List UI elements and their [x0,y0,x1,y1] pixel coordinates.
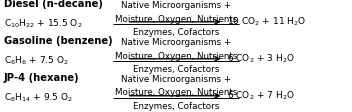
Text: C$_{8}$H$_{14}$ + 9.5 O$_{2}$: C$_{8}$H$_{14}$ + 9.5 O$_{2}$ [4,91,72,104]
Text: Gasoline (benzene): Gasoline (benzene) [4,36,112,46]
Text: 6 CO$_{2}$ + 3 H$_{2}$O: 6 CO$_{2}$ + 3 H$_{2}$O [227,53,295,65]
Text: Moisture, Oxygen, Nutrients: Moisture, Oxygen, Nutrients [115,52,237,60]
Text: Moisture, Oxygen, Nutrients: Moisture, Oxygen, Nutrients [115,88,237,97]
Text: Native Microorganisms +: Native Microorganisms + [121,38,231,47]
Text: Enzymes, Cofactors: Enzymes, Cofactors [133,65,219,74]
Text: 6 CO$_{2}$ + 7 H$_{2}$O: 6 CO$_{2}$ + 7 H$_{2}$O [227,89,295,102]
Text: Enzymes, Cofactors: Enzymes, Cofactors [133,28,219,37]
Text: 10 CO$_{2}$ + 11 H$_{2}$O: 10 CO$_{2}$ + 11 H$_{2}$O [227,16,306,28]
Text: C$_{6}$H$_{6}$ + 7.5 O$_{2}$: C$_{6}$H$_{6}$ + 7.5 O$_{2}$ [4,54,68,67]
Text: JP-4 (hexane): JP-4 (hexane) [4,73,79,83]
Text: Native Microorganisms +: Native Microorganisms + [121,75,231,84]
Text: Native Microorganisms +: Native Microorganisms + [121,1,231,10]
Text: Diesel (n-decane): Diesel (n-decane) [4,0,102,10]
Text: C$_{10}$H$_{22}$ + 15.5 O$_{2}$: C$_{10}$H$_{22}$ + 15.5 O$_{2}$ [4,17,82,30]
Text: Moisture, Oxygen, Nutrients: Moisture, Oxygen, Nutrients [115,15,237,24]
Text: Enzymes, Cofactors: Enzymes, Cofactors [133,102,219,111]
